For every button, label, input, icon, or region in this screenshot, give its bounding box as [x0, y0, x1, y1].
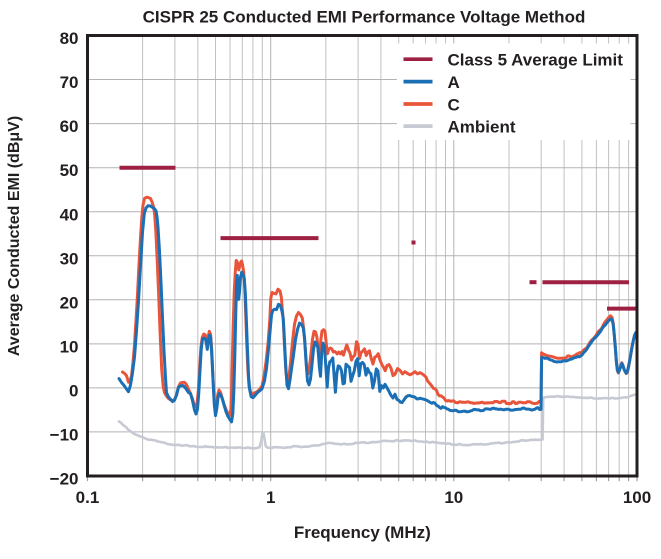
svg-text:A: A [448, 73, 460, 92]
svg-text:60: 60 [60, 117, 79, 136]
svg-text:80: 80 [60, 29, 79, 48]
svg-text:C: C [448, 95, 460, 114]
svg-text:0.1: 0.1 [76, 488, 100, 507]
svg-text:100: 100 [623, 488, 651, 507]
svg-text:Ambient: Ambient [448, 118, 516, 137]
svg-text:Class 5 Average Limit: Class 5 Average Limit [448, 51, 624, 70]
svg-text:CISPR 25 Conducted EMI Perform: CISPR 25 Conducted EMI Performance Volta… [143, 7, 586, 26]
svg-text:50: 50 [60, 161, 79, 180]
svg-text:1: 1 [266, 488, 275, 507]
svg-text:10: 10 [444, 488, 463, 507]
svg-text:30: 30 [60, 249, 79, 268]
svg-text:10: 10 [60, 338, 79, 357]
svg-text:−20: −20 [50, 470, 79, 489]
svg-text:0: 0 [69, 382, 78, 401]
svg-text:Frequency (MHz): Frequency (MHz) [294, 523, 431, 542]
svg-text:20: 20 [60, 293, 79, 312]
svg-text:40: 40 [60, 205, 79, 224]
svg-text:70: 70 [60, 73, 79, 92]
svg-text:Average Conducted EMI (dBμV): Average Conducted EMI (dBμV) [6, 116, 23, 356]
svg-text:−10: −10 [50, 426, 79, 445]
